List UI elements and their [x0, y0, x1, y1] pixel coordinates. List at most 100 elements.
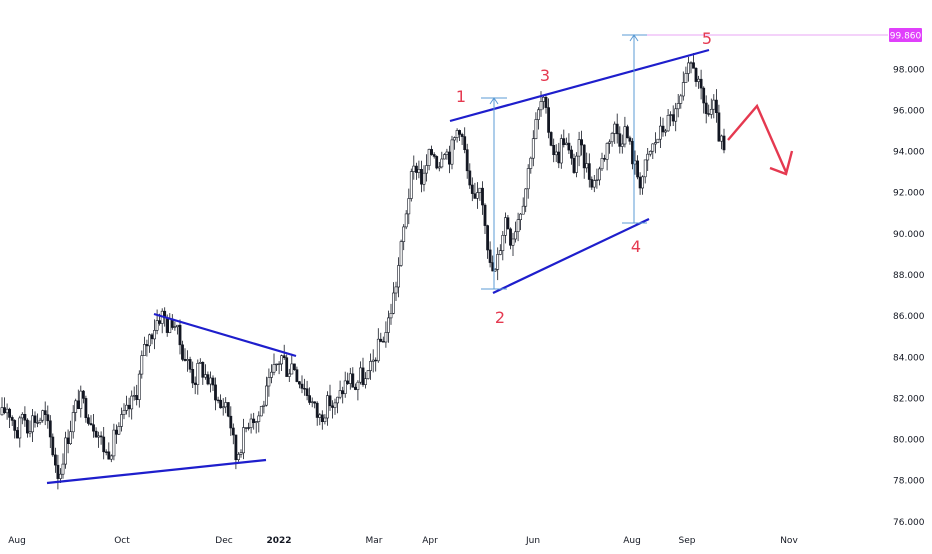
candle: [178, 319, 182, 355]
candle: [570, 145, 573, 165]
candle-body: [125, 404, 129, 411]
price-axis[interactable]: 76.000 78.000 80.000 82.000 84.000 86.000 88.0…: [893, 65, 925, 527]
candle: [150, 333, 154, 345]
wave-label-2[interactable]: 2: [495, 308, 505, 327]
candle: [442, 153, 446, 160]
candle-body: [453, 137, 456, 141]
candle-body: [137, 373, 141, 400]
candle: [376, 328, 380, 363]
candle-body: [590, 179, 594, 188]
candle: [481, 181, 484, 215]
candle: [720, 134, 723, 150]
candle: [404, 210, 408, 230]
candle: [107, 442, 111, 460]
candle-body: [371, 359, 375, 362]
candle-body: [92, 424, 95, 432]
candle: [392, 282, 395, 315]
projection-arrow[interactable]: [727, 103, 794, 176]
candle-body: [656, 138, 660, 143]
triangle-lower-trendline[interactable]: [46, 458, 267, 485]
candle: [300, 375, 304, 394]
candle: [369, 353, 373, 380]
candle: [608, 139, 612, 154]
candle-body: [427, 149, 431, 166]
candle: [562, 129, 566, 148]
candle-body: [585, 163, 589, 169]
candle-body: [613, 123, 617, 134]
candle: [615, 113, 619, 144]
candle-body: [280, 355, 284, 365]
candle: [430, 145, 434, 156]
candle-body: [3, 407, 6, 414]
candle-body: [646, 153, 650, 161]
candle: [264, 376, 268, 407]
triangle-upper-trendline[interactable]: [153, 312, 297, 358]
candle: [412, 155, 416, 180]
candle-body: [623, 126, 627, 145]
candle-body: [600, 158, 604, 170]
candle-body: [422, 172, 426, 185]
candle: [618, 126, 622, 154]
candle-body: [381, 341, 385, 343]
wave-label-5[interactable]: 5: [702, 29, 712, 48]
wave-label-4[interactable]: 4: [631, 237, 641, 256]
candle-body: [412, 165, 416, 172]
price-tick-label: 92.000: [893, 189, 925, 199]
candle-body: [506, 217, 510, 230]
candle-body: [376, 338, 380, 362]
wave-label-1[interactable]: 1: [456, 87, 466, 106]
price-tick-label: 94.000: [893, 148, 925, 158]
candle: [20, 412, 24, 425]
wave-label-3[interactable]: 3: [540, 66, 550, 85]
candle: [534, 112, 538, 140]
candle-body: [186, 359, 190, 361]
candle-body: [216, 399, 220, 402]
candle-body: [270, 371, 273, 378]
candle: [186, 350, 190, 372]
price-tick-label: 76.000: [893, 518, 925, 528]
channel-upper-trendline[interactable]: [449, 48, 710, 123]
candle-body: [384, 332, 388, 343]
candle-body: [33, 415, 37, 423]
candle-body: [394, 286, 398, 294]
measure-wave-1-2[interactable]: [481, 97, 507, 290]
candle-body: [531, 138, 535, 159]
candle-body: [234, 434, 238, 461]
candle: [198, 358, 202, 364]
channel-lower-trendline[interactable]: [492, 218, 650, 294]
candle: [33, 411, 37, 428]
candle: [704, 95, 708, 124]
price-tick-label: 96.000: [893, 107, 925, 117]
time-axis[interactable]: Aug Oct Dec 2022 Mar Apr Jun Aug Sep Nov: [8, 536, 798, 546]
candle: [145, 339, 149, 357]
candle-body: [259, 406, 263, 417]
candle-body: [69, 431, 73, 445]
candle-body: [417, 169, 421, 173]
candle: [648, 150, 652, 157]
candle: [450, 135, 454, 170]
current-price-value: 99.860: [890, 32, 922, 42]
candle: [577, 131, 581, 167]
candle: [122, 403, 126, 420]
candle: [658, 116, 662, 148]
candle-body: [407, 198, 411, 215]
candle-body: [59, 473, 62, 479]
candle: [402, 224, 406, 251]
candle-body: [272, 364, 276, 373]
candle-body: [664, 130, 667, 133]
candle-body: [516, 219, 520, 232]
candle: [445, 148, 449, 160]
candle-body: [173, 326, 177, 328]
candle-body: [145, 344, 149, 347]
candle-body: [117, 426, 121, 435]
candle-body: [631, 141, 634, 165]
candle: [549, 131, 553, 147]
candle-body: [325, 395, 329, 419]
candle: [458, 129, 462, 141]
candle: [590, 176, 594, 190]
measure-wave-4-5[interactable]: [622, 34, 647, 224]
candle-body: [496, 254, 500, 270]
candle-body: [702, 87, 706, 104]
